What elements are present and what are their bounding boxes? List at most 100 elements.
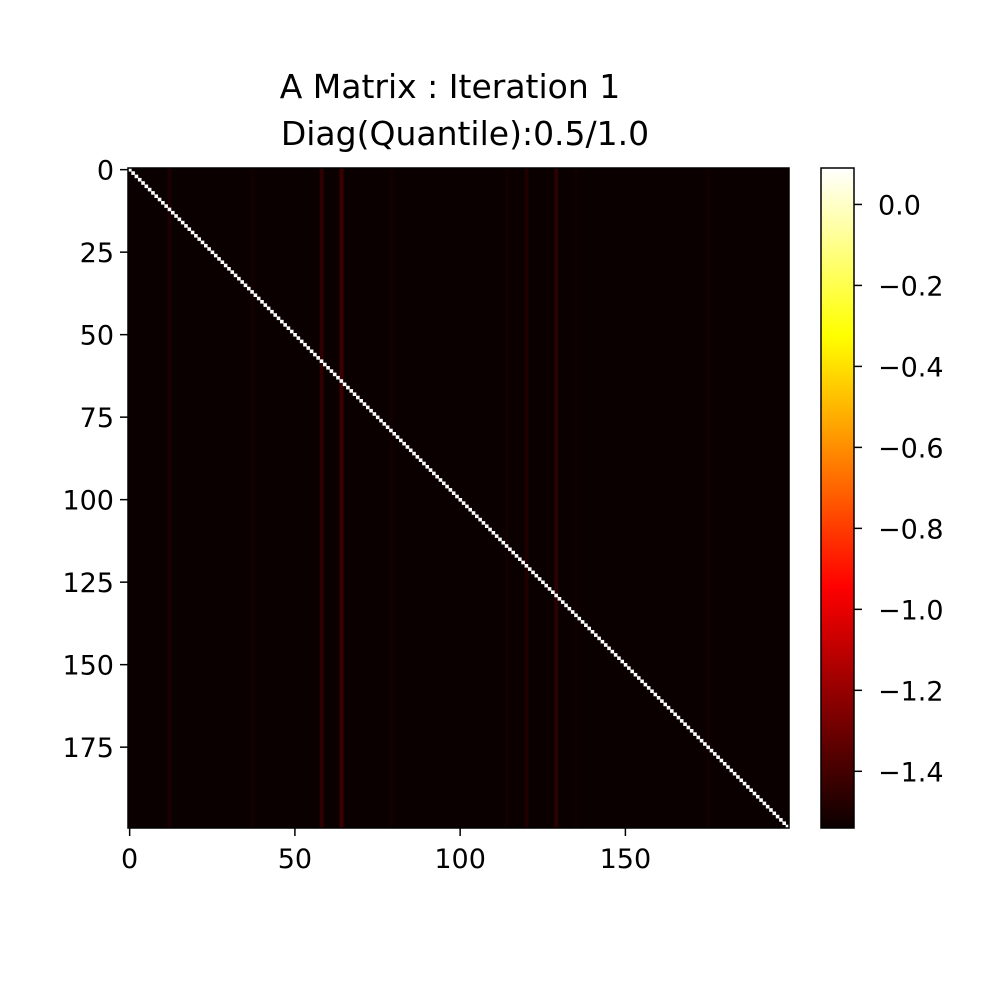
y-tick-label: 125 [62, 568, 114, 599]
heatmap-diagonal-cell [491, 531, 496, 535]
colorbar-tick-label: −0.6 [878, 433, 944, 464]
heatmap-diagonal-cell [326, 366, 330, 370]
heatmap-diagonal-cell [194, 234, 198, 238]
heatmap-diagonal-cell [699, 738, 704, 743]
heatmap-diagonal-cell [567, 606, 572, 611]
x-tick-label: 100 [434, 844, 486, 875]
heatmap-diagonal-cell [422, 461, 426, 466]
heatmap-diagonal-cell [726, 765, 730, 769]
y-tick-label: 150 [62, 651, 114, 682]
heatmap-diagonal-cell [389, 428, 393, 433]
heatmap-diagonal-cell [759, 798, 763, 802]
colorbar-tick-label: −1.0 [878, 595, 944, 626]
y-tick-label: 75 [80, 403, 114, 434]
heatmap-diagonal-cell [696, 735, 701, 740]
heatmap-diagonal-cell [746, 785, 750, 789]
plot-frame [127, 167, 790, 829]
heatmap-diagonal-cell [600, 639, 605, 644]
heatmap-diagonal-cell [217, 257, 221, 261]
heatmap-diagonal-cell [468, 507, 473, 512]
y-tick-label: 0 [97, 156, 114, 187]
heatmap-diagonal-cell [729, 768, 734, 773]
heatmap-diagonal-cell [280, 319, 284, 324]
heatmap-diagonal-cell [703, 742, 707, 746]
chart-subtitle: Diag(Quantile):0.5/1.0 [281, 114, 649, 153]
heatmap-diagonal-cell [465, 504, 469, 509]
heatmap-diagonal-cell [603, 643, 608, 647]
heatmap-diagonal-cell [408, 448, 413, 453]
heatmap-diagonal-cell [541, 580, 545, 585]
heatmap-diagonal-cell [322, 362, 327, 367]
heatmap-diagonal-cell [415, 455, 420, 459]
heatmap-diagonal-cell [293, 333, 297, 337]
heatmap-diagonal-cell [359, 399, 363, 403]
heatmap-diagonal-cell [584, 623, 588, 627]
heatmap-diagonal-cell [425, 465, 430, 469]
heatmap-column-79 [389, 168, 393, 828]
heatmap-diagonal-cell [412, 451, 416, 456]
heatmap-diagonal-cell [679, 719, 684, 723]
heatmap-diagonal-cell [775, 814, 780, 819]
heatmap-diagonal-cell [574, 613, 578, 618]
colorbar-tick-label: −0.2 [878, 271, 944, 302]
heatmap-diagonal-cell [620, 659, 625, 664]
heatmap-diagonal-cell [736, 775, 740, 779]
heatmap-diagonal-cell [147, 187, 152, 192]
heatmap-diagonal-cell [570, 610, 575, 614]
heatmap-diagonal-cell [402, 441, 406, 446]
heatmap-diagonal-cell [392, 432, 397, 436]
heatmap-diagonal-cell [670, 709, 674, 713]
y-tick-label: 25 [80, 238, 114, 269]
heatmap-diagonal-cell [445, 484, 449, 489]
heatmap-diagonal-cell [190, 230, 195, 235]
heatmap-diagonal-cell [432, 471, 436, 476]
heatmap-diagonal-cell [161, 201, 165, 205]
heatmap-diagonal-cell [342, 382, 347, 387]
heatmap-diagonal-cell [227, 267, 231, 271]
heatmap-diagonal-cell [204, 243, 208, 248]
heatmap-diagonal-cell [270, 309, 274, 314]
heatmap-diagonal-cell [458, 498, 463, 502]
x-tick-label: 0 [121, 844, 138, 875]
heatmap-diagonal-cell [167, 207, 172, 212]
heatmap-diagonal-cell [184, 224, 188, 228]
heatmap-column-129 [554, 168, 559, 828]
heatmap-diagonal-cell [352, 392, 357, 396]
heatmap-diagonal-cell [739, 778, 744, 783]
heatmap-diagonal-cell [339, 379, 344, 383]
heatmap-diagonal-cell [273, 313, 278, 317]
heatmap-diagonal-cell [517, 557, 522, 561]
heatmap-diagonal-cell [560, 600, 565, 604]
colorbar-tick-label: −1.2 [878, 676, 944, 707]
heatmap-diagonal-cell [177, 217, 182, 222]
heatmap-column-12 [167, 168, 172, 828]
heatmap-diagonal-cell [580, 620, 585, 624]
heatmap-diagonal-cell [590, 630, 595, 634]
heatmap-diagonal-cell [223, 263, 228, 268]
heatmap-diagonal-cell [765, 804, 770, 809]
heatmap-diagonal-cell [769, 808, 773, 812]
heatmap-diagonal-cell [144, 184, 149, 189]
heatmap-diagonal-cell [742, 781, 747, 786]
heatmap-diagonal-cell [332, 372, 337, 377]
y-tick-label: 100 [62, 486, 114, 517]
heatmap-diagonal-cell [329, 369, 334, 373]
heatmap-diagonal-cell [187, 227, 192, 231]
heatmap-diagonal-cell [656, 696, 661, 700]
colorbar-tick-label: 0.0 [878, 190, 921, 221]
heatmap-diagonal-cell [455, 494, 459, 499]
heatmap-diagonal-cell [428, 468, 433, 472]
heatmap-diagonal-cell [481, 521, 486, 525]
heatmap-diagonal-cell [779, 818, 783, 822]
heatmap-diagonal-cell [260, 300, 264, 304]
heatmap-diagonal-cell [689, 729, 694, 733]
x-tick-label: 50 [278, 844, 312, 875]
heatmap-diagonal-cell [475, 514, 479, 519]
heatmap-diagonal-cell [170, 210, 175, 215]
heatmap-diagonal-cell [683, 722, 687, 726]
heatmap-diagonal-cell [719, 758, 724, 763]
colorbar-tick-label: −0.4 [878, 352, 944, 383]
heatmap-diagonal-cell [379, 418, 383, 423]
heatmap-diagonal-cell [174, 214, 178, 218]
